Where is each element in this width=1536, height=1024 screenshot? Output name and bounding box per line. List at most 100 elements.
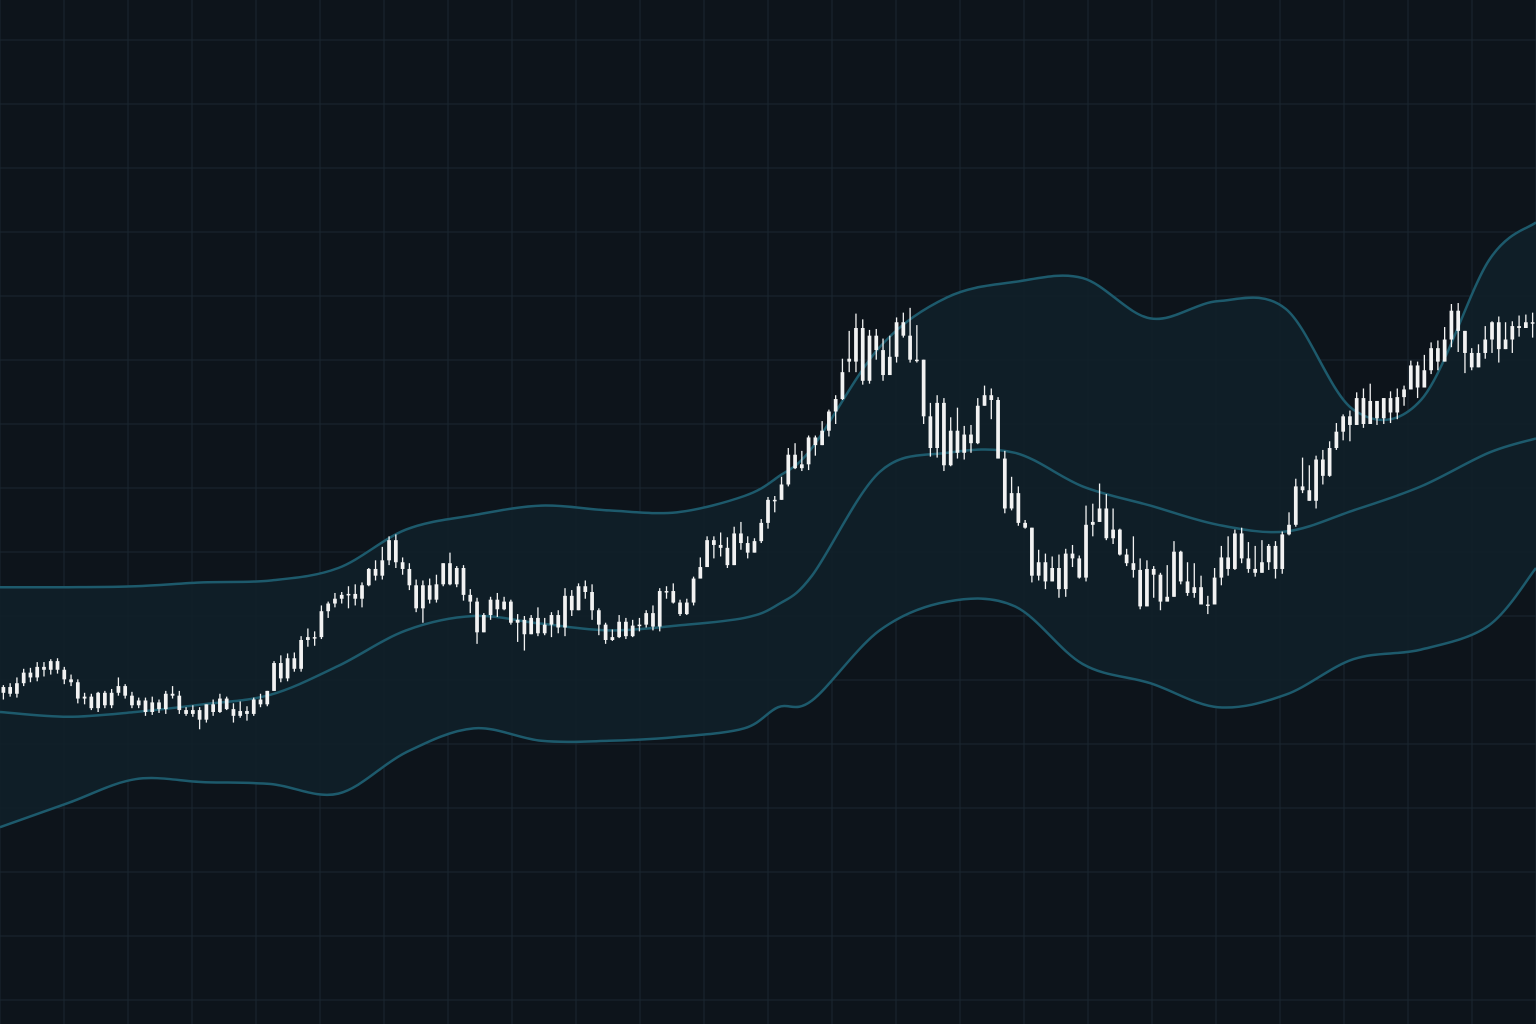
candle-body [1253, 568, 1258, 573]
candle-body [1280, 534, 1285, 569]
candle-body [732, 533, 737, 566]
candle-body [1368, 400, 1373, 424]
candle [1273, 541, 1278, 579]
candle [28, 667, 33, 683]
candle-body [1, 687, 6, 693]
candle [1510, 321, 1515, 353]
candle-body [1199, 587, 1203, 605]
candle-body [942, 402, 946, 466]
candle [1036, 549, 1041, 581]
candle [272, 661, 276, 691]
candle [75, 679, 80, 704]
candle-body [901, 322, 906, 336]
candle-body [1517, 326, 1521, 328]
candle-body [1314, 459, 1318, 501]
candle-body [109, 692, 114, 706]
candle-body [481, 615, 486, 633]
candle-body [326, 603, 331, 612]
candle [1226, 536, 1230, 576]
candle-body [306, 637, 310, 640]
candle-body [211, 704, 216, 712]
candle-body [333, 598, 337, 604]
candle-body [360, 585, 364, 599]
candle-body [353, 593, 358, 599]
candle [671, 583, 676, 604]
candle-body [380, 560, 385, 576]
candle-body [1388, 398, 1393, 413]
candle-body [1422, 370, 1427, 388]
candle [1307, 465, 1312, 501]
candle [569, 590, 574, 616]
candle-body [177, 695, 182, 711]
candle-body [312, 637, 317, 639]
candle-body [1402, 389, 1406, 398]
candle-body [278, 663, 283, 679]
candle [1287, 512, 1291, 536]
candle-body [854, 328, 858, 362]
candle-body [1090, 521, 1095, 525]
candle [847, 330, 852, 373]
candle [725, 537, 730, 568]
candle-body [1334, 431, 1339, 448]
candle [827, 409, 831, 437]
candle-body [1463, 330, 1467, 353]
candle-body [468, 594, 473, 602]
candle-body [1233, 533, 1237, 569]
candle [881, 338, 885, 381]
candle-body [1084, 524, 1088, 578]
candle-body [1348, 416, 1352, 425]
candle [1063, 548, 1068, 597]
candle [238, 701, 243, 718]
candle [35, 662, 40, 682]
candle [678, 599, 682, 616]
candle-body [150, 702, 155, 712]
candle-body [712, 540, 716, 545]
candle-body [475, 601, 479, 633]
candle-body [827, 411, 831, 431]
candle [393, 534, 398, 568]
candle-body [1138, 569, 1143, 607]
candle [123, 684, 128, 699]
candle [583, 580, 588, 599]
candle-body [1266, 545, 1271, 563]
candle-body [745, 543, 750, 553]
candle-body [799, 464, 804, 469]
candle-body [779, 484, 784, 500]
candle-body [1002, 458, 1007, 509]
candle-body [400, 562, 405, 569]
candle [360, 582, 364, 608]
candle [387, 536, 391, 566]
candle-body [1124, 554, 1129, 564]
candle [1260, 540, 1264, 573]
candle-body [657, 591, 662, 627]
candle-body [975, 405, 980, 444]
candle [1239, 527, 1244, 564]
candle [1375, 400, 1379, 425]
candle [962, 425, 967, 460]
candle-body [15, 683, 19, 694]
candle [1145, 560, 1149, 607]
candle-body [833, 399, 838, 412]
candle-body [576, 586, 581, 611]
candle-body [894, 322, 899, 357]
candle-body [1273, 545, 1278, 569]
candle-body [1226, 557, 1230, 569]
candle-body [136, 700, 141, 706]
candle [1131, 536, 1136, 578]
candle [684, 598, 689, 616]
candle-body [644, 613, 649, 625]
candle [1361, 388, 1366, 428]
candle-body [251, 699, 256, 714]
candle-body [454, 568, 459, 585]
candle [928, 402, 933, 457]
candle-body [1375, 400, 1379, 419]
candle-body [421, 585, 425, 609]
candle-body [448, 563, 452, 585]
candle-body [8, 687, 13, 694]
candle-body [366, 568, 371, 586]
candle-body [387, 540, 391, 561]
candle [204, 704, 209, 723]
candle-body [522, 619, 527, 635]
middle-band-line [0, 437, 1536, 719]
candle-body [96, 692, 100, 709]
